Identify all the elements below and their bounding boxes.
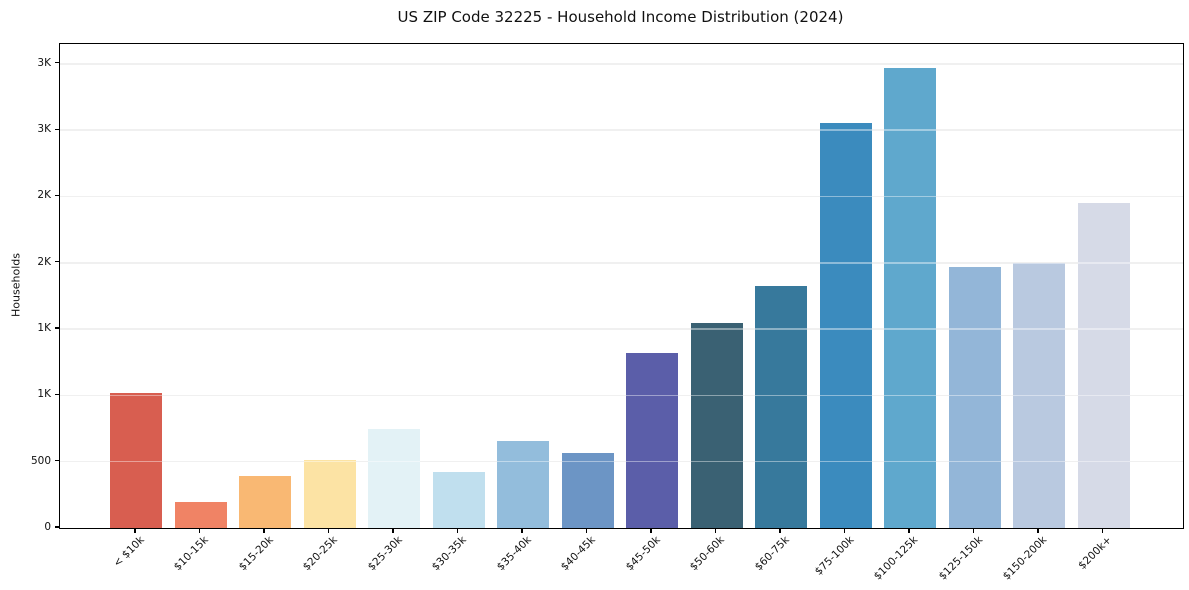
x-tick-mark bbox=[392, 528, 394, 533]
x-tick-label: $75-100k bbox=[812, 534, 856, 578]
plot-area bbox=[59, 43, 1184, 529]
y-tick-label: 2K bbox=[37, 255, 51, 268]
bar-2 bbox=[239, 476, 291, 528]
x-tick-label: $30-35k bbox=[429, 534, 469, 574]
x-tick-label: $50-60k bbox=[687, 534, 727, 574]
x-tick-label: $60-75k bbox=[752, 534, 792, 574]
gridline-overlay bbox=[60, 195, 1183, 198]
x-tick-label: $35-40k bbox=[494, 534, 534, 574]
x-tick-label: $200k+ bbox=[1076, 534, 1114, 572]
bar-4 bbox=[368, 428, 420, 528]
gridline bbox=[60, 129, 1183, 131]
y-tick-label: 1K bbox=[37, 322, 51, 335]
chart-title: US ZIP Code 32225 - Household Income Dis… bbox=[397, 8, 844, 26]
y-tick-mark bbox=[54, 194, 59, 197]
y-tick-label: 0 bbox=[44, 521, 51, 533]
x-tick-label: $20-25k bbox=[300, 534, 340, 574]
x-tick-label: $45-50k bbox=[623, 534, 663, 574]
x-tick-mark bbox=[327, 528, 330, 533]
bar-15 bbox=[1077, 202, 1130, 528]
y-tick-mark bbox=[54, 393, 59, 395]
y-tick-label: 500 bbox=[30, 454, 51, 467]
x-tick-mark bbox=[908, 528, 910, 533]
gridline bbox=[60, 460, 1183, 463]
x-tick-mark bbox=[1037, 528, 1039, 533]
bar-9 bbox=[690, 322, 743, 528]
x-tick-label: $25-30k bbox=[365, 534, 405, 574]
x-tick-label: $100-125k bbox=[871, 534, 921, 583]
y-tick-label: 2K bbox=[37, 189, 51, 202]
y-tick-mark bbox=[54, 526, 59, 528]
x-tick-label: $150-200k bbox=[1000, 534, 1050, 583]
gridline-overlay bbox=[60, 328, 1183, 330]
bar-3 bbox=[303, 460, 356, 528]
x-tick-label: $15-20k bbox=[236, 534, 276, 574]
x-tick-label: $40-45k bbox=[558, 534, 598, 574]
bar-8 bbox=[626, 353, 678, 528]
gridline-overlay bbox=[60, 394, 1183, 397]
y-tick-mark bbox=[54, 128, 59, 130]
bar-14 bbox=[1013, 262, 1065, 528]
y-tick-label: 3K bbox=[37, 56, 51, 69]
gridline-overlay bbox=[60, 262, 1183, 264]
gridline-overlay bbox=[60, 460, 1183, 463]
x-tick-mark bbox=[134, 528, 136, 533]
y-tick-mark bbox=[54, 327, 59, 329]
gridline-overlay bbox=[60, 129, 1183, 131]
gridline bbox=[60, 328, 1183, 330]
bar-11 bbox=[819, 122, 872, 528]
y-tick-mark bbox=[54, 261, 59, 263]
bar-7 bbox=[561, 453, 614, 528]
gridline-overlay bbox=[60, 63, 1183, 65]
x-tick-label: < $10k bbox=[110, 534, 147, 570]
x-tick-mark bbox=[521, 528, 523, 533]
bar-13 bbox=[948, 267, 1001, 528]
x-tick-mark bbox=[843, 528, 846, 533]
gridline bbox=[60, 63, 1183, 65]
bar-12 bbox=[884, 67, 936, 528]
y-tick-mark bbox=[54, 62, 59, 64]
bar-6 bbox=[497, 441, 549, 528]
gridline bbox=[60, 195, 1183, 198]
x-tick-mark bbox=[972, 528, 975, 533]
y-tick-mark bbox=[54, 460, 59, 462]
x-tick-mark bbox=[650, 528, 652, 533]
x-tick-label: $10-15k bbox=[171, 534, 211, 574]
bar-1 bbox=[174, 501, 227, 528]
x-tick-mark bbox=[585, 528, 588, 533]
x-tick-mark bbox=[456, 528, 459, 533]
bar-10 bbox=[755, 286, 807, 528]
bar-5 bbox=[432, 472, 485, 528]
x-tick-mark bbox=[198, 528, 201, 533]
x-tick-mark bbox=[263, 528, 265, 533]
y-tick-label: 1K bbox=[37, 388, 51, 401]
x-tick-label: $125-150k bbox=[936, 534, 985, 583]
gridline bbox=[60, 262, 1183, 264]
bar-0 bbox=[110, 392, 162, 528]
gridline bbox=[60, 394, 1183, 397]
x-tick-mark bbox=[1101, 528, 1104, 533]
x-tick-mark bbox=[714, 528, 717, 533]
y-tick-label: 3K bbox=[37, 123, 51, 136]
x-tick-mark bbox=[779, 528, 781, 533]
